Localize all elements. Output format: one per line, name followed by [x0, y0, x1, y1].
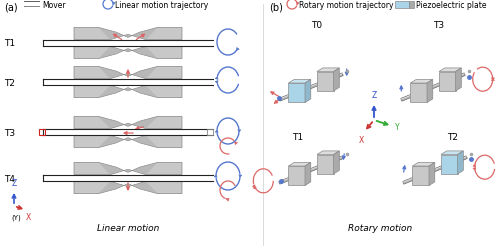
Polygon shape [74, 28, 182, 40]
Text: (Y): (Y) [11, 214, 21, 220]
Polygon shape [439, 69, 462, 72]
Polygon shape [427, 80, 433, 103]
Polygon shape [98, 86, 158, 98]
Polygon shape [439, 72, 456, 92]
Text: Y: Y [395, 122, 400, 131]
Text: X: X [358, 136, 364, 144]
Polygon shape [98, 136, 158, 148]
Polygon shape [288, 80, 311, 84]
Text: T3: T3 [434, 20, 444, 30]
Text: Mover: Mover [42, 0, 66, 10]
Text: Rotary motion: Rotary motion [348, 224, 412, 232]
Text: T1: T1 [4, 39, 15, 48]
Polygon shape [288, 166, 305, 186]
Text: T3: T3 [4, 128, 15, 137]
Polygon shape [98, 67, 158, 79]
FancyBboxPatch shape [395, 2, 409, 8]
Polygon shape [98, 117, 158, 129]
Polygon shape [441, 151, 464, 155]
Text: (b): (b) [269, 3, 283, 13]
Text: T2: T2 [448, 132, 458, 141]
FancyBboxPatch shape [43, 80, 213, 85]
FancyBboxPatch shape [43, 176, 213, 181]
Polygon shape [317, 72, 334, 92]
Polygon shape [410, 80, 433, 84]
Polygon shape [334, 151, 340, 174]
Polygon shape [288, 163, 311, 166]
Polygon shape [98, 163, 158, 175]
Polygon shape [74, 86, 182, 98]
FancyBboxPatch shape [43, 41, 213, 46]
Polygon shape [305, 163, 311, 186]
FancyBboxPatch shape [43, 130, 213, 135]
Text: Piezoelectric plate: Piezoelectric plate [416, 0, 486, 10]
Text: T1: T1 [292, 132, 304, 141]
Polygon shape [412, 163, 435, 166]
Polygon shape [403, 156, 467, 184]
Polygon shape [74, 136, 182, 148]
Text: (a): (a) [4, 3, 18, 13]
Polygon shape [74, 182, 182, 194]
Polygon shape [458, 151, 464, 174]
Polygon shape [410, 84, 427, 103]
Polygon shape [74, 117, 182, 129]
Text: Rotary motion trajectory: Rotary motion trajectory [299, 0, 394, 10]
Polygon shape [317, 151, 340, 155]
Text: Z: Z [12, 178, 16, 187]
Text: T2: T2 [4, 78, 15, 87]
Text: X: X [26, 212, 30, 221]
Polygon shape [412, 166, 429, 186]
Polygon shape [279, 74, 343, 102]
Polygon shape [317, 69, 340, 72]
Polygon shape [401, 74, 465, 102]
Polygon shape [74, 67, 182, 79]
Polygon shape [429, 163, 435, 186]
Polygon shape [98, 28, 158, 40]
Polygon shape [74, 163, 182, 175]
Text: Linear motion trajectory: Linear motion trajectory [115, 0, 208, 10]
Polygon shape [98, 47, 158, 60]
Polygon shape [98, 182, 158, 194]
Text: T4: T4 [4, 174, 15, 183]
Polygon shape [456, 69, 462, 92]
Text: Z: Z [372, 91, 376, 100]
Polygon shape [288, 84, 305, 103]
Polygon shape [74, 47, 182, 60]
Polygon shape [334, 69, 340, 92]
Polygon shape [305, 80, 311, 103]
Text: T0: T0 [312, 20, 322, 30]
Polygon shape [441, 155, 458, 174]
Text: Linear motion: Linear motion [97, 224, 159, 232]
Polygon shape [279, 156, 343, 184]
Polygon shape [317, 155, 334, 174]
FancyBboxPatch shape [409, 2, 414, 8]
